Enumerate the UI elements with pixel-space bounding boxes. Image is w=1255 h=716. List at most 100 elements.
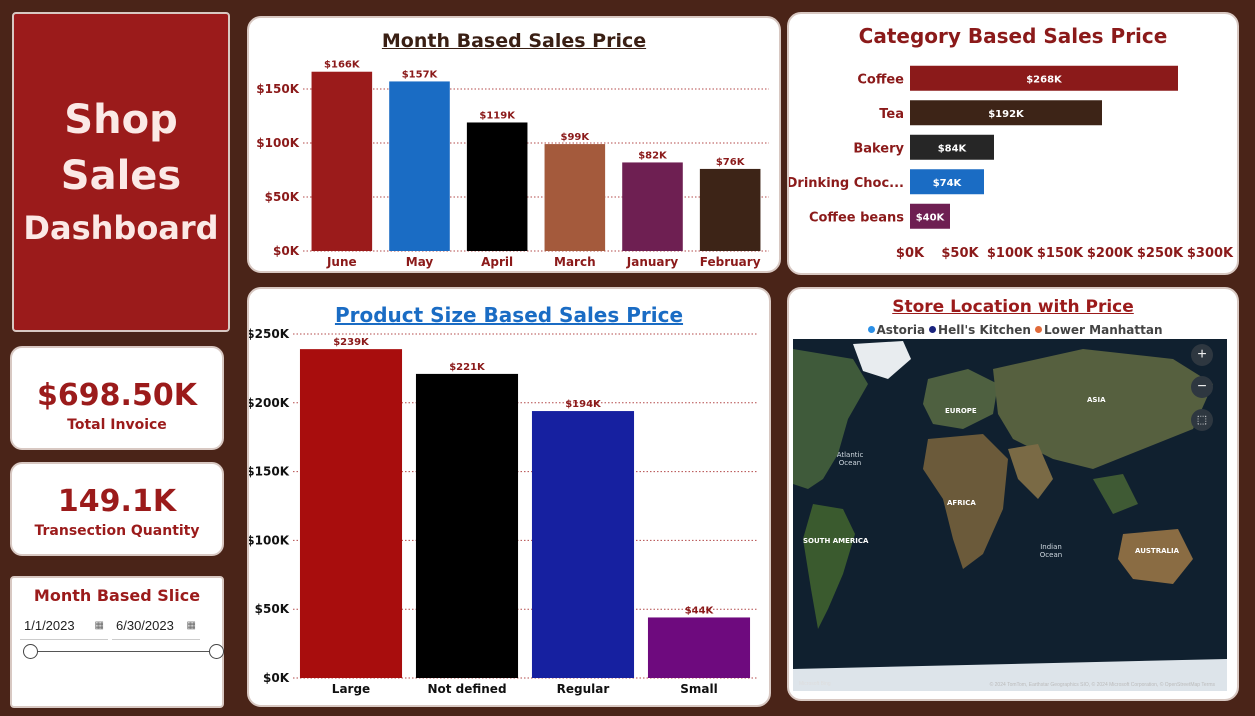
legend-dot-icon (1034, 326, 1042, 333)
date-range-slider-track[interactable] (30, 651, 216, 652)
month-sales-chart-card: Month Based Sales Price $0K $50K $100K $150… (247, 16, 781, 273)
bar[interactable] (910, 65, 1178, 91)
y-tick-label: $100K (249, 533, 290, 547)
x-category-label: Large (332, 682, 370, 696)
bar-value-label: $239K (333, 337, 370, 348)
x-tick-label: $100K (987, 246, 1034, 261)
map-legend: Astoria Hell's Kitchen Lower Manhattan (789, 323, 1237, 337)
title-line-3: Dashboard (23, 209, 219, 247)
bar[interactable] (299, 349, 403, 678)
bar[interactable] (311, 71, 373, 251)
y-tick-label: $50K (255, 602, 290, 616)
legend-dot-icon (867, 326, 875, 333)
y-tick-label: $250K (249, 327, 290, 341)
legend-item[interactable]: Hell's Kitchen (925, 323, 1031, 337)
title-line-1: Shop (64, 97, 178, 143)
bar[interactable] (389, 81, 450, 251)
y-tick-label: $150K (249, 465, 290, 479)
end-date-input[interactable]: 6/30/2023 ▦ (112, 614, 200, 640)
bar-value-label: $119K (479, 110, 516, 121)
y-category-label: Bakery (853, 141, 904, 156)
map-label-asia: ASIA (1087, 396, 1106, 404)
x-category-label: January (626, 255, 679, 269)
map-landmass (793, 339, 1227, 691)
x-tick-label: $150K (1037, 246, 1084, 261)
y-tick-label: $150K (256, 82, 299, 96)
total-invoice-card: $698.50K Total Invoice (10, 346, 224, 450)
bar[interactable] (910, 169, 984, 195)
zoom-out-button[interactable]: − (1191, 376, 1213, 398)
legend-label: Hell's Kitchen (938, 323, 1031, 337)
end-date-value: 6/30/2023 (116, 618, 174, 633)
y-tick-label: $0K (263, 671, 290, 685)
bar-value-label: $99K (561, 132, 591, 143)
quantity-value: 149.1K (57, 484, 177, 519)
bar[interactable] (544, 144, 606, 251)
month-chart-svg: $0K $50K $100K $150K $166K June $157K May $119K A… (256, 60, 769, 269)
calendar-icon[interactable]: ▦ (186, 620, 196, 631)
map-label-indian: Indian Ocean (1039, 543, 1063, 559)
y-tick-label: $200K (249, 396, 290, 410)
bar[interactable] (910, 203, 950, 229)
quantity-label: Transection Quantity (34, 523, 200, 539)
month-slicer: Month Based Slice 1/1/2023 ▦ 6/30/2023 ▦ (10, 576, 224, 708)
category-sales-chart-card: Category Based Sales Price Coffee $268K Te… (787, 12, 1239, 275)
y-category-label: Tea (879, 107, 904, 122)
x-category-label: Small (680, 682, 717, 696)
x-tick-label: $0K (896, 246, 925, 261)
x-category-label: March (554, 255, 596, 269)
quantity-card: 149.1K Transection Quantity (10, 462, 224, 556)
legend-item[interactable]: Astoria (864, 323, 925, 337)
legend-item[interactable]: Lower Manhattan (1031, 323, 1163, 337)
zoom-in-button[interactable]: + (1191, 344, 1213, 366)
size-chart-svg: $0K $50K $100K $150K $200K $250K $239K Large $22… (249, 327, 757, 696)
bar-value-label: $268K (1026, 74, 1063, 85)
bar-value-label: $44K (685, 605, 715, 616)
bar-value-label: $40K (916, 212, 946, 223)
bar-value-label: $221K (449, 362, 486, 373)
x-category-label: Regular (557, 682, 610, 696)
select-area-icon[interactable]: ⬚ (1191, 409, 1213, 431)
x-tick-label: $200K (1087, 246, 1134, 261)
bar[interactable] (531, 411, 635, 678)
bar-value-label: $166K (324, 60, 361, 71)
bar-value-label: $82K (638, 150, 668, 161)
start-date-input[interactable]: 1/1/2023 ▦ (20, 614, 108, 640)
bar[interactable] (910, 100, 1102, 126)
y-category-label: Drinking Choc... (789, 176, 904, 191)
category-chart-svg: Coffee $268K Tea $192K Bakery $84K Drinking Ch… (789, 65, 1234, 261)
calendar-icon[interactable]: ▦ (94, 620, 104, 631)
bar[interactable] (699, 168, 761, 251)
legend-dot-icon (929, 326, 937, 333)
x-tick-label: $300K (1187, 246, 1234, 261)
map-label-australia: AUSTRALIA (1135, 547, 1179, 555)
size-chart-title: Product Size Based Sales Price (334, 303, 684, 327)
y-category-label: Coffee (857, 72, 904, 87)
slider-start-handle[interactable] (23, 644, 38, 659)
x-tick-label: $250K (1137, 246, 1184, 261)
map-label-south-america: SOUTH AMERICA (803, 537, 869, 545)
bar[interactable] (910, 134, 994, 160)
map-label-europe: EUROPE (945, 407, 977, 415)
store-map-card: Store Location with Price Astoria Hell's … (787, 287, 1239, 701)
slider-end-handle[interactable] (209, 644, 224, 659)
start-date-value: 1/1/2023 (24, 618, 75, 633)
x-tick-label: $50K (941, 246, 979, 261)
bar-value-label: $74K (933, 178, 963, 189)
bar[interactable] (415, 373, 519, 678)
bar-value-label: $84K (938, 143, 968, 154)
dashboard-title-card: Shop Sales Dashboard (12, 12, 230, 332)
map-attribution: © 2024 TomTom, Earthstar Geographics SIO… (989, 682, 1215, 688)
y-category-label: Coffee beans (809, 210, 904, 225)
legend-label: Lower Manhattan (1043, 323, 1163, 337)
x-category-label: Not defined (427, 682, 506, 696)
title-line-2: Sales (60, 153, 182, 199)
bar[interactable] (466, 122, 528, 251)
total-invoice-value: $698.50K (37, 378, 197, 413)
map-title: Store Location with Price (892, 297, 1134, 317)
bar[interactable] (622, 162, 683, 251)
bar[interactable] (647, 617, 751, 678)
slicer-title: Month Based Slice (33, 586, 201, 605)
world-map[interactable]: EUROPE ASIA AFRICA SOUTH AMERICA AUSTRAL… (793, 339, 1227, 691)
map-label-atlantic: Atlantic Ocean (836, 451, 864, 467)
